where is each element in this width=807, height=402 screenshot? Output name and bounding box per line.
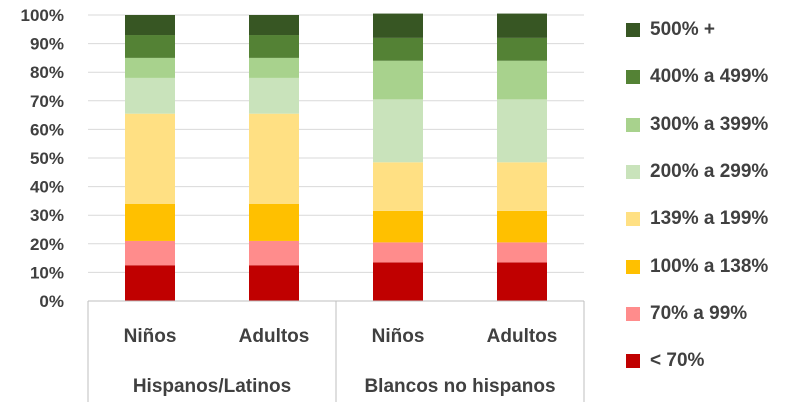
x-category-label: Adultos <box>239 326 310 347</box>
bar-segment <box>373 13 423 38</box>
y-tick-label: 90% <box>30 35 64 54</box>
bar-segment <box>249 15 299 36</box>
x-category-label: Niños <box>372 326 425 347</box>
bar-segment <box>497 262 547 301</box>
bar-segment <box>249 203 299 241</box>
legend-label: 200% a 299% <box>650 160 769 182</box>
bar-segment <box>249 113 299 204</box>
legend-item: 139% a 199% <box>626 207 768 231</box>
bar-segment <box>497 99 547 163</box>
bar-segment <box>125 77 175 114</box>
bar-segment <box>373 162 423 211</box>
x-group-label: Hispanos/Latinos <box>133 376 291 397</box>
y-axis-ticks: 0% 10% 20% 30% 40% 50% 60% 70% 80% 90% 100% <box>21 6 64 311</box>
y-tick-label: 20% <box>30 235 64 254</box>
bar-segment <box>125 203 175 241</box>
bar-segment <box>249 35 299 58</box>
bar-segment <box>497 162 547 211</box>
x-axis <box>87 300 585 402</box>
y-tick-label: 0% <box>39 292 64 311</box>
bar-segment <box>373 262 423 301</box>
bar-segment <box>373 210 423 243</box>
y-tick-label: 10% <box>30 263 64 282</box>
legend-swatch <box>626 306 640 321</box>
x-group-label: Blancos no hispanos <box>364 376 555 397</box>
legend-swatch <box>626 117 640 132</box>
bar-segment <box>125 15 175 36</box>
bar-segment <box>373 99 423 163</box>
y-tick-label: 60% <box>30 120 64 139</box>
legend-label: 70% a 99% <box>650 302 748 324</box>
bar-segment <box>125 57 175 78</box>
legend-item: 100% a 138% <box>626 255 768 279</box>
y-tick-label: 80% <box>30 63 64 82</box>
legend-item: 200% a 299% <box>626 160 768 184</box>
bar-segment <box>249 265 299 301</box>
bar-segment <box>125 265 175 301</box>
y-tick-label: 100% <box>21 6 64 25</box>
legend-item: 300% a 399% <box>626 113 768 137</box>
bar-segment <box>373 60 423 100</box>
y-tick-label: 40% <box>30 178 64 197</box>
bar-segment <box>373 37 423 61</box>
legend-label: 400% a 499% <box>650 66 769 88</box>
bar-segment <box>249 240 299 266</box>
legend-swatch <box>626 70 640 85</box>
legend-swatch <box>626 164 640 179</box>
y-tick-label: 50% <box>30 149 64 168</box>
y-tick-label: 30% <box>30 206 64 225</box>
legend-label: 100% a 138% <box>650 255 769 277</box>
bar-segment <box>497 60 547 100</box>
bar-segment <box>125 35 175 58</box>
bar-segment <box>497 13 547 38</box>
y-tick-label: 70% <box>30 92 64 111</box>
legend-item: 400% a 499% <box>626 65 768 89</box>
legend-label: 500% + <box>650 19 715 40</box>
bar-segment <box>125 240 175 266</box>
legend-swatch <box>626 354 640 369</box>
legend-swatch <box>626 23 640 37</box>
bar-segment <box>497 37 547 61</box>
legend-label: 300% a 399% <box>650 113 769 135</box>
bar-segment <box>249 57 299 78</box>
x-category-label: Adultos <box>487 326 558 347</box>
legend-item: 500% + <box>626 18 715 42</box>
legend-label: 139% a 199% <box>650 208 769 230</box>
x-category-label: Niños <box>124 326 177 347</box>
legend-label: < 70% <box>650 350 705 372</box>
bar-segment <box>125 113 175 204</box>
legend-item: 70% a 99% <box>626 302 747 326</box>
x-axis-labels: Niños Adultos Niños Adultos Hispanos/Latinos… <box>124 326 558 397</box>
legend-swatch <box>626 259 640 274</box>
legend-item: < 70% <box>626 349 704 373</box>
bar-segment <box>249 77 299 114</box>
bar-segment <box>497 210 547 243</box>
bars <box>125 13 547 301</box>
legend-swatch <box>626 212 640 227</box>
bar-segment <box>497 242 547 263</box>
bar-segment <box>373 242 423 263</box>
